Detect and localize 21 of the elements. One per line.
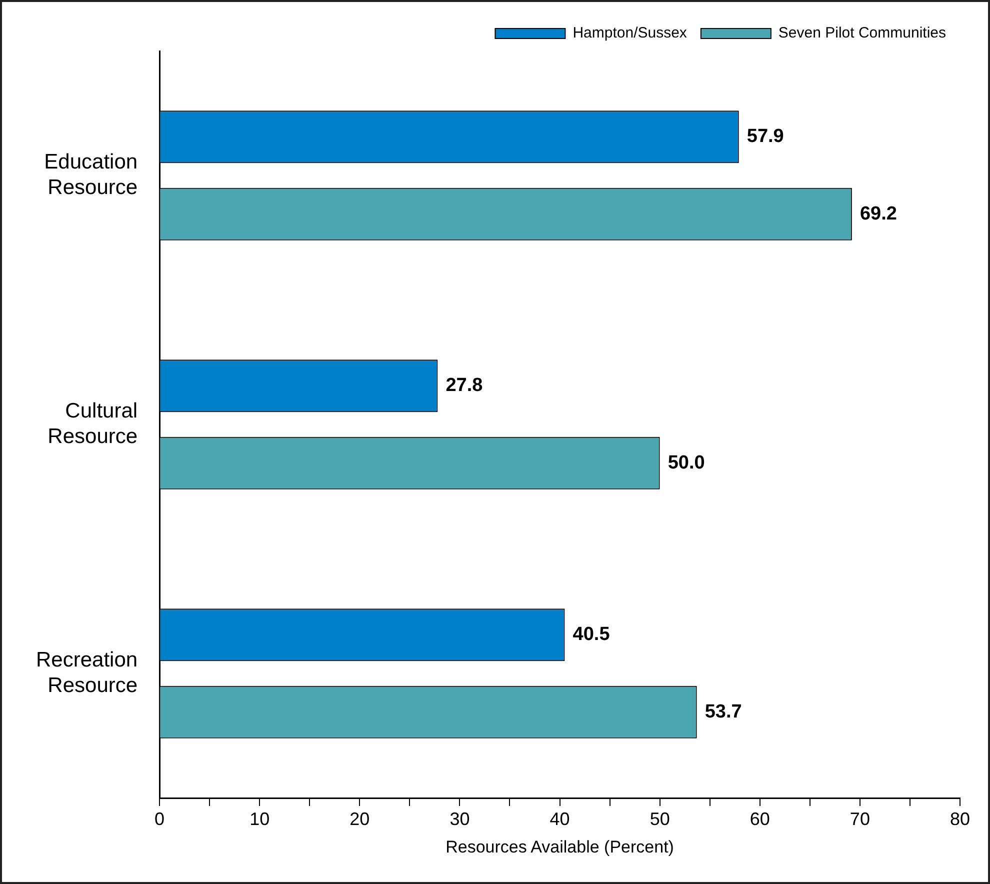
legend-label: Hampton/Sussex <box>572 24 688 42</box>
text: 50.0 <box>668 452 705 474</box>
text: 69.2 <box>860 203 897 224</box>
x-tick-label: 10 <box>250 808 270 829</box>
x-tick-label: 30 <box>450 808 470 829</box>
x-tick-label: 40 <box>550 808 570 829</box>
legend-label: Seven Pilot Communities <box>778 24 946 42</box>
x-tick-label: 50 <box>650 808 670 829</box>
x-tick-label: 20 <box>350 808 370 829</box>
text: 27.8 <box>446 375 483 396</box>
x-tick-label: 80 <box>950 808 970 829</box>
y-tick-label: Recreation Resource <box>36 648 138 697</box>
x-tick-label: 70 <box>850 808 870 829</box>
y-tick-label: Cultural Resource <box>48 400 138 448</box>
x-tick-label: 0 <box>154 808 165 829</box>
text: 53.7 <box>704 701 742 722</box>
text: 40.5 <box>572 624 610 646</box>
x-axis-title: Resources Available (Percent) <box>446 837 674 856</box>
text: 57.9 <box>746 126 784 148</box>
y-tick-label: Education Resource <box>44 150 138 199</box>
x-tick-label: 60 <box>750 808 770 829</box>
